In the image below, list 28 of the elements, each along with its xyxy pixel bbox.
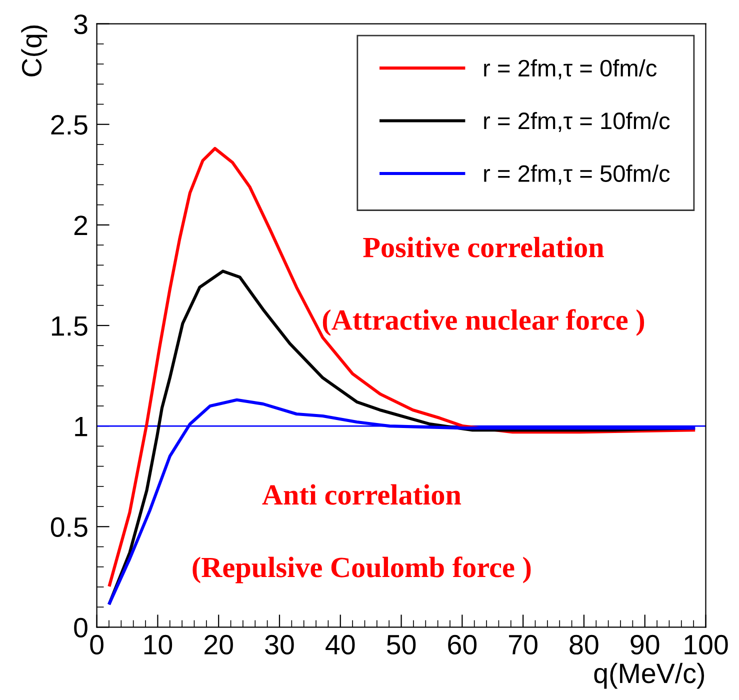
- x-tick-label: 30: [265, 634, 294, 655]
- y-tick-label: 2.5: [51, 115, 88, 135]
- y-tick-label: 0: [74, 618, 88, 638]
- annotation: (Attractive nuclear force ): [322, 309, 644, 336]
- legend-label: r = 2fm,τ = 50fm/c: [484, 164, 670, 185]
- annotation: (Repulsive Coulomb force ): [192, 556, 531, 584]
- y-tick-label: 3: [74, 14, 88, 34]
- x-axis-title: q(MeV/c): [594, 662, 704, 689]
- y-tick-label: 1.5: [52, 316, 88, 336]
- x-tick-label: 20: [204, 634, 233, 655]
- x-tick-label: 10: [144, 634, 172, 655]
- legend-label: r = 2fm,τ = 0fm/c: [484, 59, 657, 80]
- line-series: [108, 146, 696, 586]
- annotation: Positive correlation: [363, 236, 604, 258]
- x-tick-label: 70: [509, 634, 538, 655]
- legend-label: r = 2fm,τ = 10fm/c: [484, 112, 670, 132]
- x-tick-label: 100: [684, 634, 728, 655]
- x-tick-label: 50: [386, 634, 416, 655]
- y-axis-title: C(q): [21, 26, 48, 76]
- y-tick-label: 1: [75, 417, 88, 436]
- x-tick-label: 60: [448, 634, 477, 655]
- x-tick-label: 40: [326, 634, 355, 655]
- x-tick-label: 80: [570, 634, 598, 655]
- x-tick-label: 0: [90, 634, 104, 655]
- y-tick-label: 0.5: [50, 517, 88, 537]
- x-tick-label: 90: [630, 634, 660, 655]
- annotation: Anti correlation: [262, 484, 462, 505]
- y-tick-label: 2: [74, 216, 88, 235]
